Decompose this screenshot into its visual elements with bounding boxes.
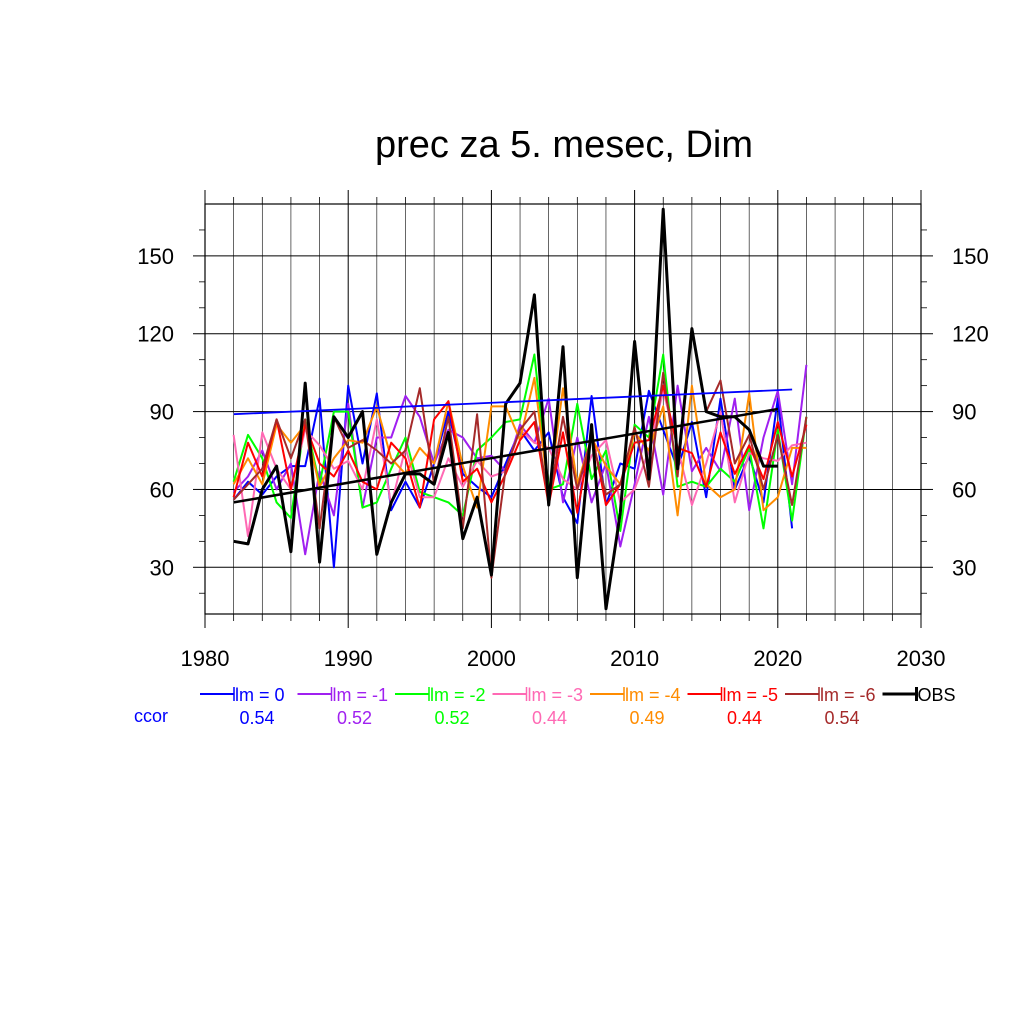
series-lines <box>232 207 808 611</box>
legend-label: lm = -3 <box>528 685 584 705</box>
ccor-value: 0.44 <box>727 708 762 728</box>
series-line-lm-1 <box>232 364 808 556</box>
legend-label: lm = -2 <box>430 685 486 705</box>
y-tick-label-left: 30 <box>150 555 174 580</box>
trend-line <box>233 388 793 416</box>
x-tick-label: 2020 <box>753 646 802 671</box>
x-tick-label: 1990 <box>324 646 373 671</box>
legend-item: lm = -6 <box>785 685 876 705</box>
y-tick-label-right: 120 <box>952 322 989 347</box>
ccor-values: 0.54 0.52 0.52 0.44 0.49 0.44 0.54 <box>239 708 859 728</box>
legend-label: lm = -4 <box>625 685 681 705</box>
legend-label: lm = -1 <box>333 685 389 705</box>
ccor-value: 0.54 <box>824 708 859 728</box>
legend-item: lm = -5 <box>687 685 779 705</box>
legend-item: OBS <box>882 685 956 705</box>
grid <box>205 204 921 614</box>
y-tick-label-left: 150 <box>137 244 174 269</box>
legend-label: lm = -6 <box>820 685 876 705</box>
y-tick-label-left: 90 <box>150 400 174 425</box>
legend-item: lm = -3 <box>492 685 584 705</box>
ccor-value: 0.49 <box>629 708 664 728</box>
ccor-value: 0.54 <box>239 708 274 728</box>
series-line-lm-2 <box>232 353 808 532</box>
x-tick-label: 2000 <box>467 646 516 671</box>
legend-item: lm = -4 <box>590 685 681 705</box>
legend-label: OBS <box>918 685 956 705</box>
y-tick-label-left: 60 <box>150 477 174 502</box>
legend-item: lm = -1 <box>297 685 389 705</box>
ccor-label: ccor <box>134 706 168 726</box>
series-line-obs <box>233 207 778 611</box>
plot-frame <box>204 203 922 615</box>
x-tick-label: 1980 <box>181 646 230 671</box>
y-tick-label-right: 90 <box>952 400 976 425</box>
legend-label: lm = 0 <box>235 685 285 705</box>
ccor-value: 0.44 <box>532 708 567 728</box>
x-tick-label: 2030 <box>897 646 946 671</box>
trend-lines <box>233 388 793 504</box>
legend-item: lm = 0 <box>200 685 285 705</box>
y-tick-label-right: 150 <box>952 244 989 269</box>
trend-line <box>233 407 779 504</box>
y-tick-label-right: 30 <box>952 555 976 580</box>
x-tick-label: 2010 <box>610 646 659 671</box>
ccor-value: 0.52 <box>337 708 372 728</box>
ccor-value: 0.52 <box>434 708 469 728</box>
legend: lm = 0 lm = -1 lm = -2 lm = -3 lm = -4 lm = -… <box>200 685 956 705</box>
axes: 1980 1990 2000 2010 2020 2030 30 30 60 60 90 90 120 1… <box>137 190 989 671</box>
legend-item: lm = -2 <box>395 685 486 705</box>
y-tick-label-right: 60 <box>952 477 976 502</box>
legend-label: lm = -5 <box>723 685 779 705</box>
chart-title: prec za 5. mesec, Dim <box>375 124 753 166</box>
y-tick-label-left: 120 <box>137 322 174 347</box>
